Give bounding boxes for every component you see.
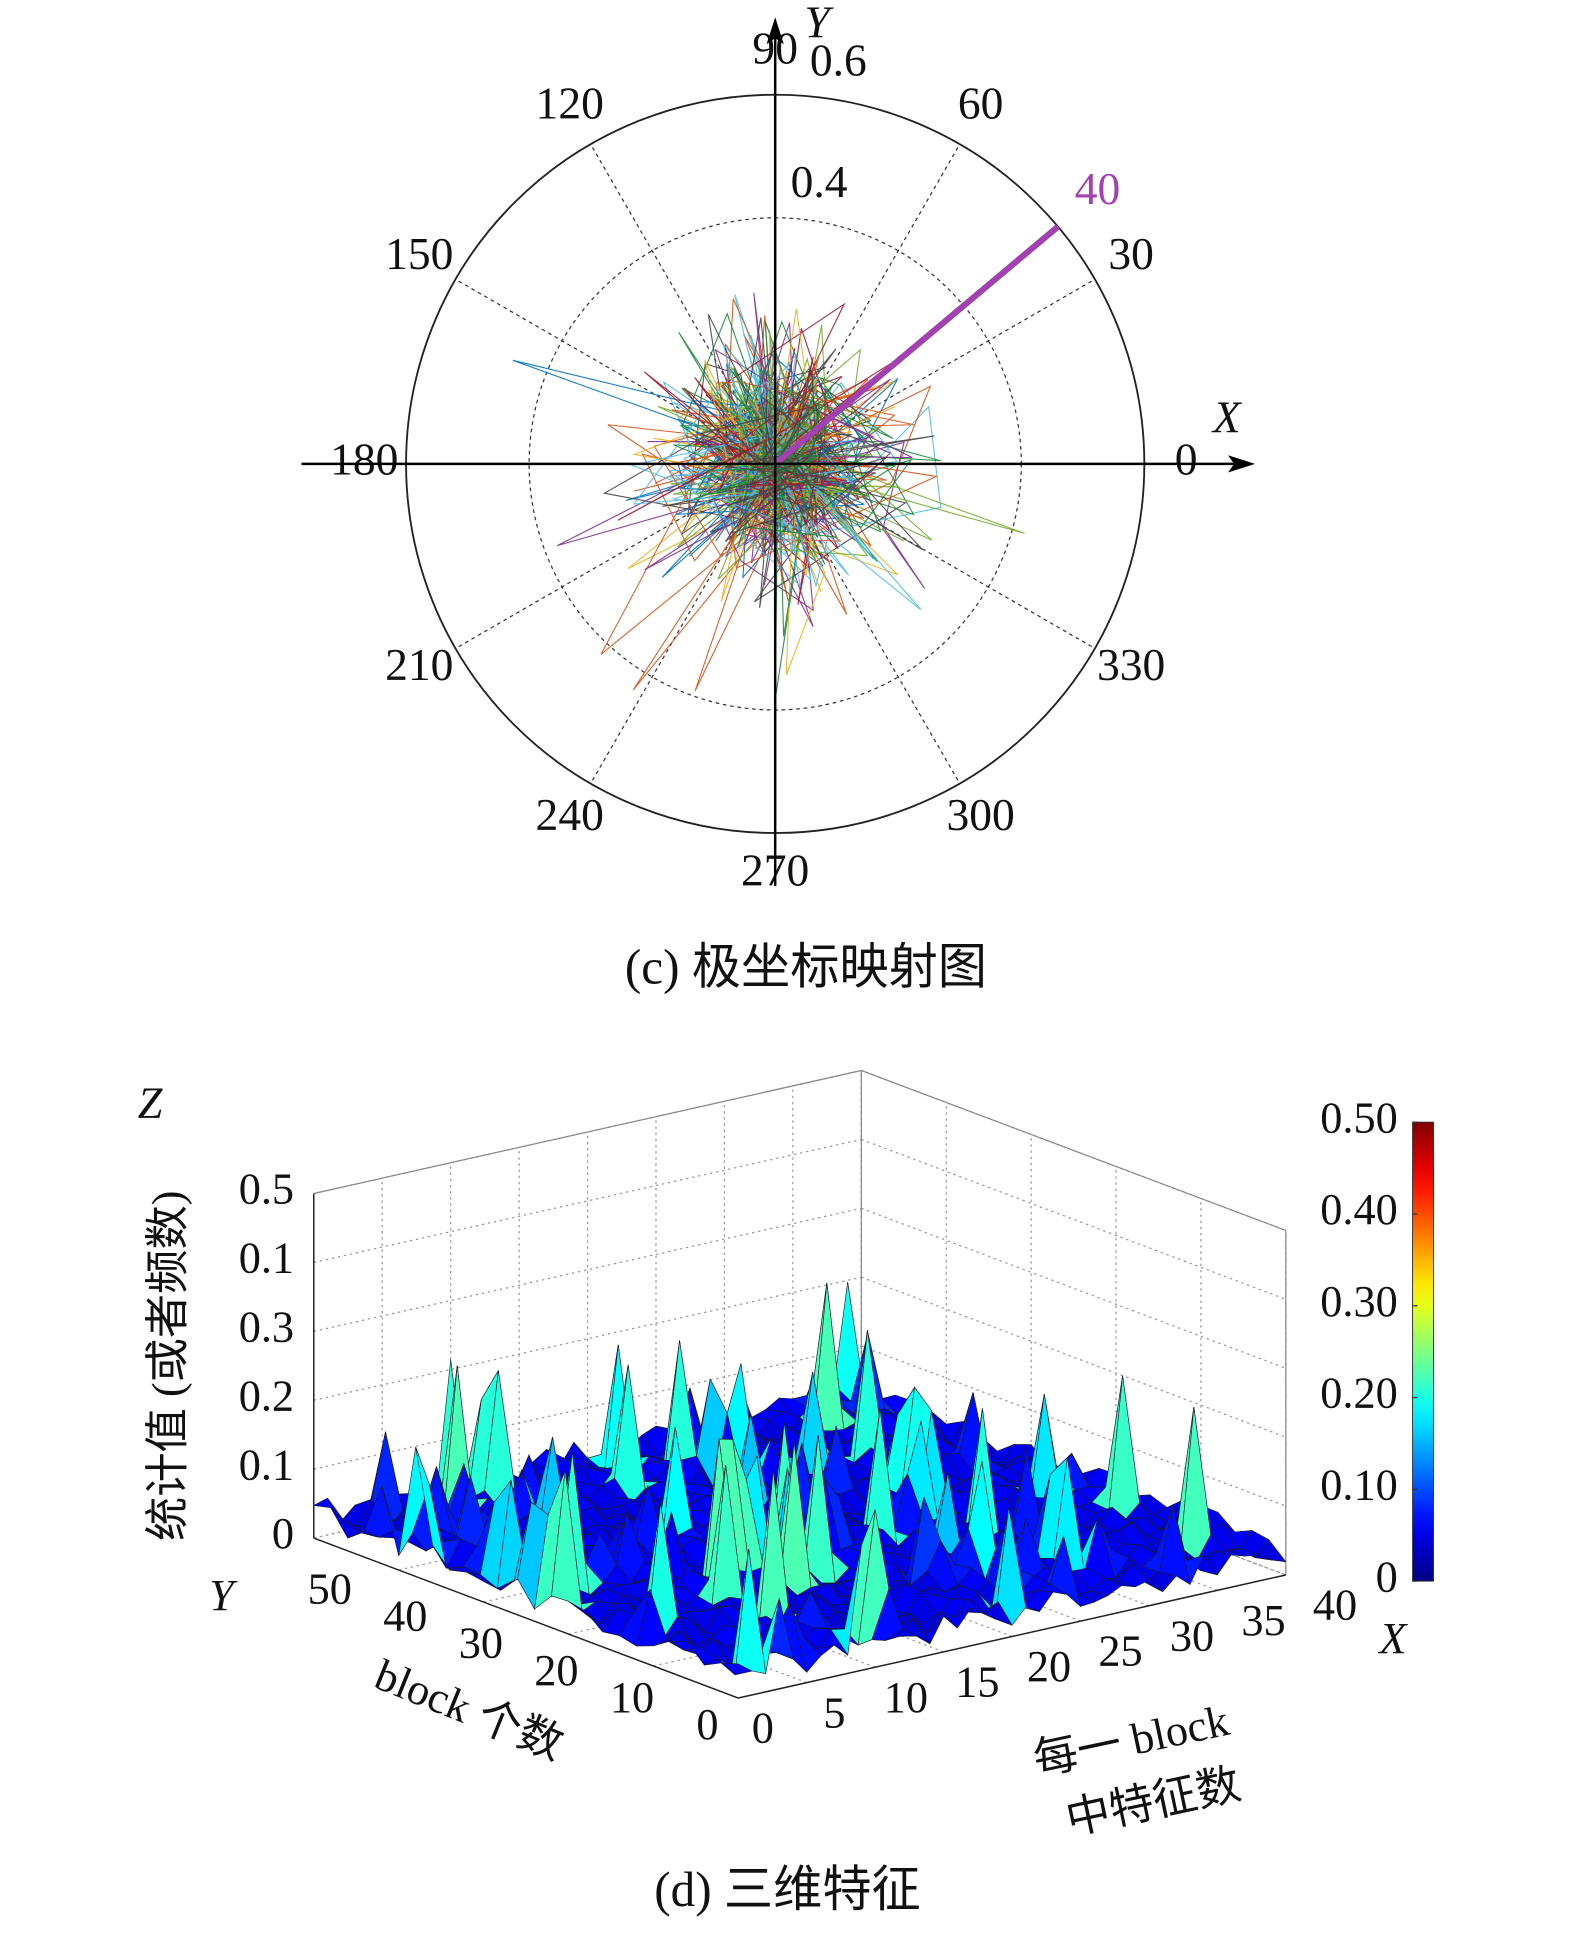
box-edge (313, 1069, 862, 1195)
x-axis-name: X (1211, 391, 1243, 442)
colorbar (1412, 1121, 1434, 1582)
highlight-label: 40 (1075, 163, 1121, 214)
z-tick-label: 0.1 (239, 1234, 294, 1283)
grid-line (861, 1138, 1287, 1300)
theta-tick-label: 120 (536, 77, 604, 128)
box-edge (861, 1069, 1287, 1232)
colorbar-tick-label: 0.10 (1320, 1461, 1397, 1510)
grid-line (313, 1276, 862, 1401)
z-tick-label: 0 (272, 1509, 294, 1558)
x-arrow (1227, 455, 1256, 473)
colorbar-tick-label: 0.40 (1320, 1185, 1397, 1234)
colorbar-tick-label: 0.30 (1320, 1277, 1397, 1326)
r-tick-label: 0.6 (810, 35, 867, 86)
spoke (590, 143, 776, 465)
z-axis-name: Z (138, 1079, 163, 1128)
grid-line (313, 1207, 862, 1332)
z-tick-label: 0.2 (239, 1371, 294, 1420)
surface-chart: 00.10.20.30.10.50 5 10 15 20 25 30 35 4001020304… (239, 1069, 1434, 1753)
colorbar-tick-label: 0.50 (1320, 1093, 1397, 1142)
grid-line (861, 1276, 1287, 1438)
surface-facet (720, 1662, 753, 1676)
caption: (c) 极坐标映射图 (625, 939, 987, 994)
x-axis-name: X (1377, 1614, 1408, 1663)
x-tick-label: 40 (1313, 1581, 1357, 1630)
x-tick-label: 30 (1170, 1611, 1214, 1660)
y-tick-label: 20 (534, 1646, 578, 1695)
z-tick-label: 0.1 (239, 1440, 294, 1489)
x-tick-label: 10 (884, 1673, 928, 1722)
y-axis-name: Y (209, 1571, 238, 1620)
axis-line (738, 1574, 1286, 1699)
theta-tick-label: 0 (1175, 433, 1198, 484)
scribble (693, 367, 894, 637)
x-tick-label: 0 (752, 1704, 774, 1753)
theta-tick-label: 30 (1108, 228, 1154, 279)
x-tick-label: 35 (1241, 1596, 1285, 1645)
caption: (d) 三维特征 (654, 1862, 921, 1917)
grid-line (861, 1207, 1287, 1369)
colorbar-tick-label: 0.20 (1320, 1369, 1397, 1418)
theta-tick-label: 60 (958, 77, 1004, 128)
theta-tick-label: 180 (330, 433, 398, 484)
y-tick-label: 40 (383, 1592, 427, 1641)
y-tick-label: 30 (459, 1619, 503, 1668)
r-tick-label: 0.4 (791, 156, 848, 207)
colorbar-tick-label: 0 (1376, 1552, 1398, 1601)
x-tick-label: 25 (1098, 1627, 1142, 1676)
y-arrow (766, 17, 784, 45)
z-tick-label: 0.3 (239, 1303, 294, 1352)
highlight-ray (773, 224, 1060, 467)
grid-line (313, 1138, 862, 1264)
x-tick-label: 15 (955, 1657, 999, 1706)
z-label: 统计值 (或者频数) (143, 1191, 192, 1542)
theta-tick-label: 300 (947, 789, 1015, 840)
theta-tick-label: 240 (536, 789, 604, 840)
theta-tick-label: 330 (1097, 639, 1165, 690)
grid-line (313, 1345, 862, 1470)
y-tick-label: 10 (610, 1673, 654, 1722)
z-tick-label: 0.5 (239, 1165, 294, 1214)
scribble (698, 317, 923, 551)
theta-tick-label: 210 (385, 639, 453, 690)
x-tick-label: 5 (823, 1688, 845, 1737)
y-axis-name: Y (804, 0, 834, 48)
grid-line (861, 1345, 1287, 1507)
axis-line (313, 1537, 739, 1699)
x-tick-label: 20 (1027, 1642, 1071, 1691)
theta-tick-label: 150 (385, 228, 453, 279)
surface-texture (312, 1282, 1287, 1676)
y-tick-label: 0 (696, 1700, 718, 1749)
y-tick-label: 50 (308, 1565, 352, 1614)
